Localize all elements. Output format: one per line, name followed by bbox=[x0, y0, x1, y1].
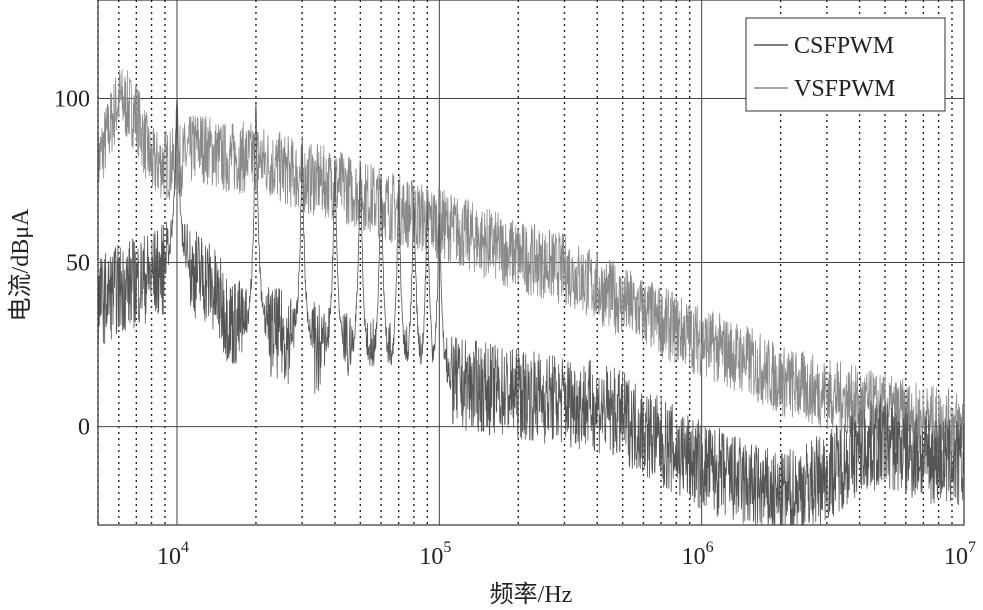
x-tick-label: 104 bbox=[157, 539, 189, 570]
plot-frame bbox=[97, 0, 965, 526]
y-axis-label: 电流/dBμA bbox=[7, 208, 34, 322]
legend-label-vsfpwm: VSFPWM bbox=[794, 76, 895, 102]
series-line-vsfpwm bbox=[97, 69, 965, 460]
series-layer bbox=[97, 69, 965, 526]
x-tick-label: 107 bbox=[944, 539, 976, 570]
y-tick-label: 50 bbox=[66, 251, 90, 277]
y-tick-label: 100 bbox=[54, 86, 90, 112]
x-tick-label: 106 bbox=[682, 539, 714, 570]
legend-label-csfpwm: CSFPWM bbox=[794, 33, 894, 59]
y-axis-ticks: 0 50 100 bbox=[54, 86, 90, 440]
x-axis-label: 频率/Hz bbox=[490, 581, 573, 608]
x-tick-label: 105 bbox=[419, 539, 451, 570]
y-tick-label: 0 bbox=[78, 415, 90, 441]
legend-box bbox=[745, 17, 946, 112]
legend: CSFPWM VSFPWM bbox=[745, 17, 946, 112]
x-axis-ticks: 104 105 106 107 bbox=[157, 539, 976, 570]
series-line-csfpwm bbox=[97, 93, 965, 526]
